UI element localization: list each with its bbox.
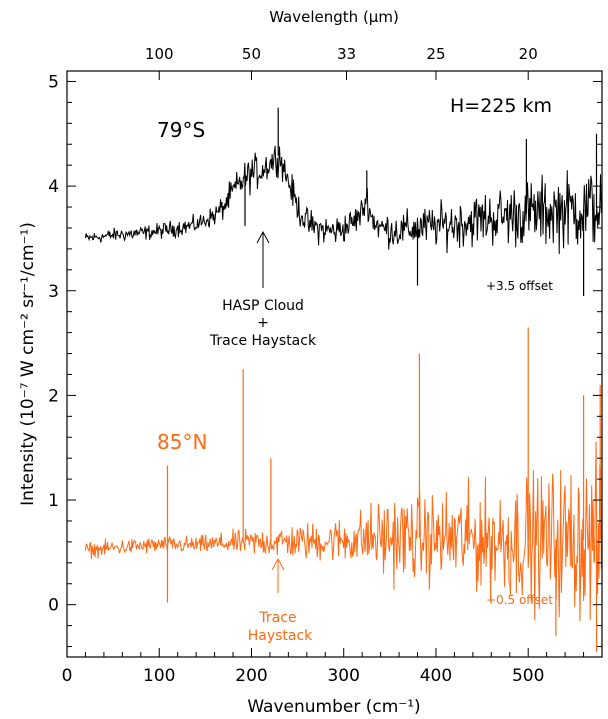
data-layer — [84, 107, 602, 652]
y-tick-label: 1 — [48, 491, 59, 511]
x-tick-label: 0 — [62, 666, 73, 686]
x-tick-label: 200 — [235, 666, 267, 686]
top-tick-label: 25 — [426, 45, 445, 63]
x-tick-label: 500 — [512, 666, 544, 686]
y-tick-label: 3 — [48, 282, 59, 302]
y-tick-label: 0 — [48, 596, 59, 616]
offset-label-south: +3.5 offset — [486, 279, 553, 293]
series-label-south: 79°S — [157, 118, 205, 142]
top-tick-label: 33 — [337, 45, 356, 63]
haystack-label-north-line1: Trace — [258, 610, 296, 626]
haystack-label-south-line3: Trace Haystack — [209, 333, 317, 349]
haystack-arrowhead-south — [256, 230, 270, 244]
series-line-0 — [84, 145, 602, 255]
plot-frame — [66, 70, 603, 658]
haystack-arrowhead-north — [271, 557, 285, 571]
axes-layer: 0 100 200 300 400 500 0 1 2 3 4 5 100 50 33 25 20 — [48, 45, 602, 686]
x-tick-label: 300 — [327, 666, 359, 686]
x-axis-label: Wavenumber (cm⁻¹) — [247, 697, 420, 717]
haystack-label-south-line2: + — [257, 315, 269, 331]
y-tick-label: 2 — [48, 386, 59, 406]
offset-label-north: +0.5 offset — [486, 593, 553, 607]
y-tick-label: 5 — [48, 72, 59, 92]
series-label-north: 85°N — [157, 430, 207, 454]
haystack-label-north-line2: Haystack — [248, 628, 313, 644]
x-tick-label: 400 — [420, 666, 452, 686]
top-tick-label: 50 — [242, 45, 261, 63]
x-tick-label: 100 — [143, 666, 175, 686]
top-tick-label: 100 — [145, 45, 174, 63]
y-axis-label: Intensity (10⁻⁷ W cm⁻² sr⁻¹/cm⁻¹) — [18, 222, 38, 506]
y-tick-label: 4 — [48, 177, 59, 197]
top-tick-label: 20 — [519, 45, 538, 63]
series-line-1 — [84, 441, 602, 622]
haystack-label-south-line1: HASP Cloud — [222, 298, 304, 314]
height-label: H=225 km — [450, 95, 552, 117]
top-axis-label: Wavelength (μm) — [269, 8, 399, 26]
